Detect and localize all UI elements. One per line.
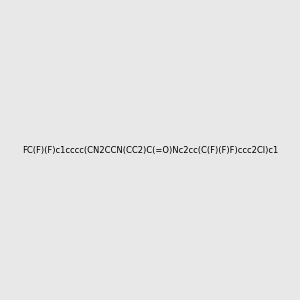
Text: FC(F)(F)c1cccc(CN2CCN(CC2)C(=O)Nc2cc(C(F)(F)F)ccc2Cl)c1: FC(F)(F)c1cccc(CN2CCN(CC2)C(=O)Nc2cc(C(F…	[22, 146, 278, 154]
